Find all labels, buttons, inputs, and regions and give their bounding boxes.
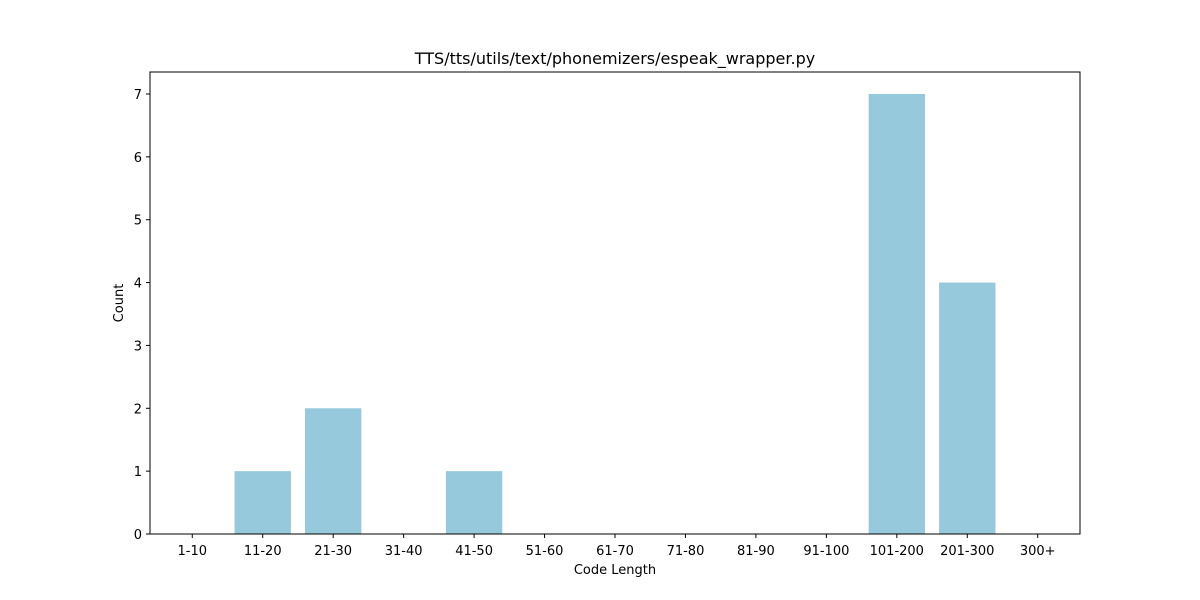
y-tick-label: 6 <box>134 151 142 166</box>
x-axis-label: Code Length <box>574 563 656 578</box>
y-tick-label: 7 <box>134 88 142 103</box>
chart-title: TTS/tts/utils/text/phonemizers/espeak_wr… <box>414 49 815 69</box>
bar-101-200 <box>868 94 925 534</box>
x-tick-label: 71-80 <box>667 544 705 559</box>
y-tick-label: 5 <box>134 214 142 229</box>
x-tick-label: 21-30 <box>314 544 352 559</box>
x-axis: 1-10 11-20 21-30 31-40 41-50 51-60 61-70 71-80 8… <box>178 534 1056 559</box>
y-tick-label: 1 <box>134 465 142 480</box>
y-tick-label: 3 <box>134 339 142 354</box>
x-tick-label: 51-60 <box>526 544 564 559</box>
x-tick-label: 41-50 <box>455 544 493 559</box>
bar-201-300 <box>939 282 996 534</box>
x-tick-label: 11-20 <box>244 544 282 559</box>
x-tick-label: 1-10 <box>178 544 208 559</box>
bars <box>234 94 996 534</box>
x-tick-label: 101-200 <box>870 544 924 559</box>
y-tick-label: 2 <box>134 402 142 417</box>
x-tick-label: 300+ <box>1020 544 1056 559</box>
x-tick-label: 81-90 <box>737 544 775 559</box>
x-tick-label: 91-100 <box>803 544 849 559</box>
bar-11-20 <box>234 471 291 534</box>
x-tick-label: 61-70 <box>596 544 634 559</box>
y-axis-label: Count <box>112 284 127 323</box>
x-tick-label: 31-40 <box>385 544 423 559</box>
y-axis: 0 1 2 3 4 5 6 7 <box>134 88 150 543</box>
y-tick-label: 4 <box>134 277 142 292</box>
bar-21-30 <box>305 408 362 534</box>
y-tick-label: 0 <box>134 528 142 543</box>
bar-41-50 <box>445 471 503 534</box>
x-tick-label: 201-300 <box>940 544 994 559</box>
